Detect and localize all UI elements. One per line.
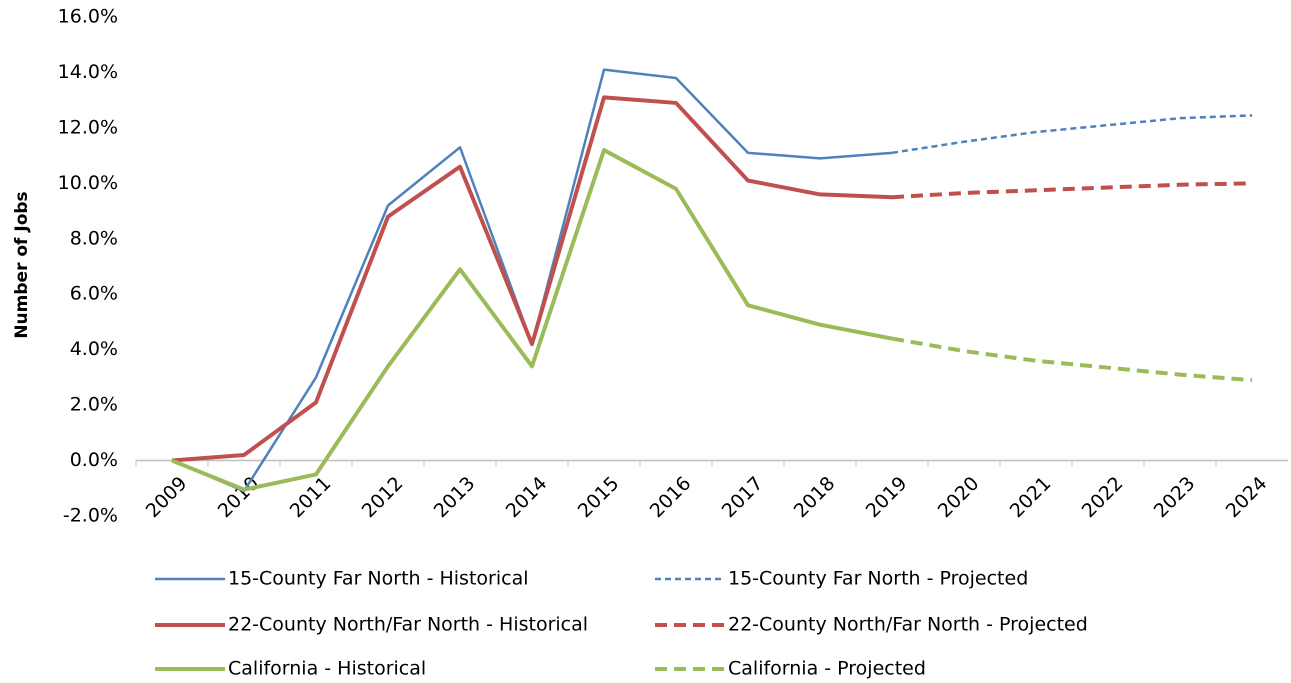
x-tick-label: 2021 <box>1006 472 1056 522</box>
x-tick-label: 2016 <box>646 472 696 522</box>
legend-label: 15-County Far North - Projected <box>728 568 1028 590</box>
series-line <box>171 95 893 463</box>
y-tick-label: 4.0% <box>70 338 118 360</box>
y-tick-label: 2.0% <box>70 394 118 416</box>
y-tick-label: 14.0% <box>58 61 118 83</box>
x-tick-label: 2024 <box>1222 472 1272 522</box>
x-tick-label: 2014 <box>502 472 552 522</box>
x-tick-label: 2009 <box>142 472 192 522</box>
y-tick-label: -2.0% <box>63 505 118 527</box>
y-tick-label: 12.0% <box>58 116 118 138</box>
series-line <box>891 181 1253 200</box>
x-tick-label: 2017 <box>718 472 768 522</box>
x-tick-label: 2023 <box>1150 472 1200 522</box>
y-axis-title: Number of Jobs <box>12 191 32 338</box>
y-tick-label: 8.0% <box>70 227 118 249</box>
x-tick-label: 2012 <box>358 472 408 522</box>
x-tick-label: 2020 <box>934 472 984 522</box>
y-tick-label: 6.0% <box>70 283 118 305</box>
series-line <box>891 336 1253 383</box>
series-line <box>171 148 893 492</box>
legend-label: 22-County North/Far North - Historical <box>228 614 588 636</box>
legend-label: California - Projected <box>728 658 926 680</box>
x-tick-label: 2013 <box>430 472 480 522</box>
x-tick-label: 2018 <box>790 472 840 522</box>
legend-label: 22-County North/Far North - Projected <box>728 614 1088 636</box>
y-tick-label: 10.0% <box>58 172 118 194</box>
x-tick-label: 2015 <box>574 472 624 522</box>
series-line <box>891 114 1253 155</box>
y-tick-label: 0.0% <box>70 449 118 471</box>
x-tick-label: 2019 <box>862 472 912 522</box>
legend-label: 15-County Far North - Historical <box>228 568 529 590</box>
x-tick-label: 2022 <box>1078 472 1128 522</box>
y-tick-label: 16.0% <box>58 6 118 28</box>
legend-label: California - Historical <box>228 658 426 680</box>
